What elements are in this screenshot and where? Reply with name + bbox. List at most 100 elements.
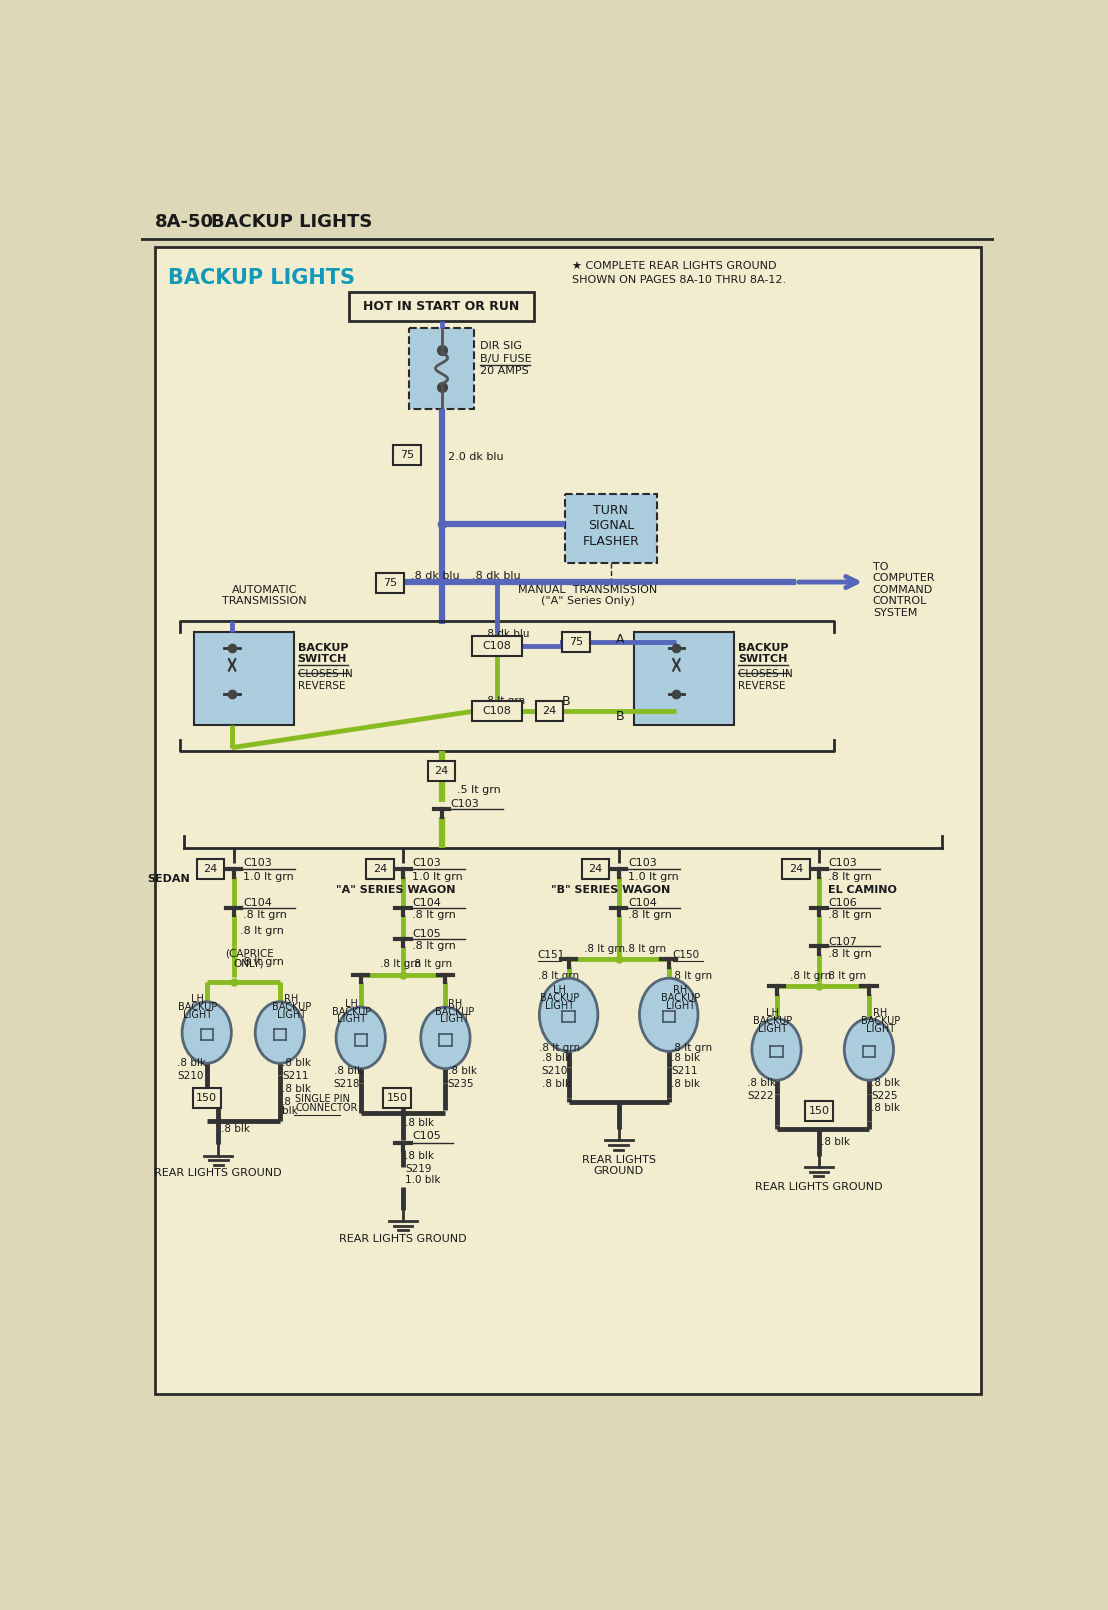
Text: S211: S211 — [283, 1071, 309, 1082]
Bar — [194, 633, 294, 724]
Bar — [472, 636, 522, 655]
Text: C106: C106 — [828, 898, 856, 908]
Text: LH: LH — [767, 1008, 779, 1018]
Text: .8 lt grn: .8 lt grn — [828, 911, 872, 921]
Text: S210: S210 — [542, 1066, 568, 1075]
Text: B/U FUSE: B/U FUSE — [480, 354, 532, 364]
Text: CONTROL: CONTROL — [873, 596, 927, 607]
Bar — [535, 702, 563, 721]
Text: .8 dk blu: .8 dk blu — [472, 572, 521, 581]
Text: 20 AMPS: 20 AMPS — [480, 365, 529, 377]
Text: 1.0 lt grn: 1.0 lt grn — [243, 873, 294, 882]
Text: C104: C104 — [628, 898, 657, 908]
Text: C108: C108 — [483, 707, 512, 716]
Bar — [782, 860, 810, 879]
Text: C151: C151 — [537, 950, 565, 960]
Text: FLASHER: FLASHER — [583, 535, 639, 547]
Text: .8 blk: .8 blk — [671, 1079, 700, 1088]
Text: .8 lt grn: .8 lt grn — [790, 971, 831, 980]
Text: REAR LIGHTS GROUND: REAR LIGHTS GROUND — [755, 1182, 883, 1191]
Text: LIGHT: LIGHT — [337, 1014, 366, 1024]
Bar — [634, 633, 735, 724]
Text: HOT IN START OR RUN: HOT IN START OR RUN — [363, 299, 520, 312]
Text: ("A" Series Only): ("A" Series Only) — [541, 596, 635, 607]
Text: COMMAND: COMMAND — [873, 584, 933, 594]
Ellipse shape — [182, 1001, 232, 1063]
Text: LH: LH — [553, 985, 566, 995]
Text: BACKUP: BACKUP — [753, 1016, 792, 1026]
Text: SWITCH: SWITCH — [298, 654, 347, 663]
Text: .5 lt grn: .5 lt grn — [456, 786, 501, 795]
Text: BACKUP: BACKUP — [271, 1001, 311, 1013]
Text: 1.0 lt grn: 1.0 lt grn — [628, 873, 679, 882]
Text: REAR LIGHTS GROUND: REAR LIGHTS GROUND — [154, 1169, 283, 1179]
Text: .8 blk: .8 blk — [821, 1137, 850, 1146]
Bar — [563, 633, 591, 652]
Text: CLOSES IN: CLOSES IN — [738, 670, 792, 679]
Text: .8 lt grn: .8 lt grn — [412, 911, 456, 921]
Text: 24: 24 — [373, 865, 387, 874]
Text: LIGHT: LIGHT — [440, 1014, 469, 1024]
Bar — [409, 328, 474, 409]
Bar — [428, 760, 455, 781]
Text: GROUND: GROUND — [594, 1166, 644, 1175]
Text: .8 lt grn: .8 lt grn — [828, 948, 872, 960]
Bar — [193, 1088, 220, 1108]
Text: 24: 24 — [204, 865, 217, 874]
Text: 8A-50: 8A-50 — [155, 214, 214, 232]
Bar — [472, 702, 522, 721]
Text: TRANSMISSION: TRANSMISSION — [223, 596, 307, 607]
Text: REVERSE: REVERSE — [298, 681, 345, 691]
Text: .8 lt grn: .8 lt grn — [412, 942, 456, 952]
Text: S211: S211 — [671, 1066, 698, 1075]
Text: C103: C103 — [628, 858, 657, 868]
Text: 24: 24 — [434, 766, 449, 776]
Text: AUTOMATIC: AUTOMATIC — [232, 584, 297, 594]
Text: REAR LIGHTS: REAR LIGHTS — [582, 1154, 656, 1164]
Text: 150: 150 — [387, 1093, 408, 1103]
Text: .8 lt grn: .8 lt grn — [825, 971, 866, 980]
Text: SINGLE PIN: SINGLE PIN — [295, 1095, 350, 1104]
Text: BACKUP: BACKUP — [660, 993, 700, 1003]
Text: .8 lt grn: .8 lt grn — [625, 943, 666, 953]
Text: BACKUP LIGHTS: BACKUP LIGHTS — [211, 214, 372, 232]
Text: .8 lt grn: .8 lt grn — [828, 873, 872, 882]
Text: "B" SERIES WAGON: "B" SERIES WAGON — [552, 886, 670, 895]
Text: LIGHT: LIGHT — [183, 1009, 212, 1019]
Bar — [582, 860, 609, 879]
Text: .8 lt grn: .8 lt grn — [628, 911, 671, 921]
Text: blk: blk — [283, 1106, 298, 1116]
Text: .8 blk: .8 blk — [871, 1077, 900, 1087]
Text: .8 lt grn: .8 lt grn — [537, 971, 579, 980]
Text: CONNECTOR: CONNECTOR — [295, 1103, 358, 1113]
Ellipse shape — [844, 1019, 893, 1080]
Text: C104: C104 — [412, 898, 441, 908]
Text: LIGHT: LIGHT — [758, 1024, 787, 1034]
Text: SIGNAL: SIGNAL — [588, 520, 634, 533]
Ellipse shape — [639, 979, 698, 1051]
Text: 1.0 lt grn: 1.0 lt grn — [412, 873, 463, 882]
Text: S235: S235 — [448, 1079, 474, 1088]
Text: A: A — [616, 633, 625, 646]
Text: RH: RH — [873, 1008, 888, 1018]
Text: 150: 150 — [196, 1093, 217, 1103]
Text: .8 dk blu: .8 dk blu — [411, 572, 460, 581]
Text: B: B — [562, 696, 571, 708]
Text: BACKUP: BACKUP — [861, 1016, 900, 1026]
Text: .8 blk: .8 blk — [671, 1053, 700, 1063]
Text: .8 blk: .8 blk — [283, 1058, 311, 1069]
Text: .8 blk: .8 blk — [406, 1151, 434, 1161]
Text: S218: S218 — [334, 1079, 360, 1088]
Text: .8 dk blu: .8 dk blu — [484, 628, 530, 639]
Text: C103: C103 — [412, 858, 441, 868]
Text: .8 blk: .8 blk — [177, 1058, 206, 1069]
Text: .8 blk: .8 blk — [871, 1103, 900, 1113]
Text: C105: C105 — [412, 929, 441, 939]
Text: BACKUP: BACKUP — [540, 993, 579, 1003]
Bar — [565, 494, 657, 564]
Text: SHOWN ON PAGES 8A-10 THRU 8A-12.: SHOWN ON PAGES 8A-10 THRU 8A-12. — [573, 275, 787, 285]
Text: ONLY): ONLY) — [234, 958, 265, 968]
Bar — [141, 193, 995, 240]
Text: 2.0 dk blu: 2.0 dk blu — [448, 451, 503, 462]
Text: .8 blk: .8 blk — [448, 1066, 476, 1075]
